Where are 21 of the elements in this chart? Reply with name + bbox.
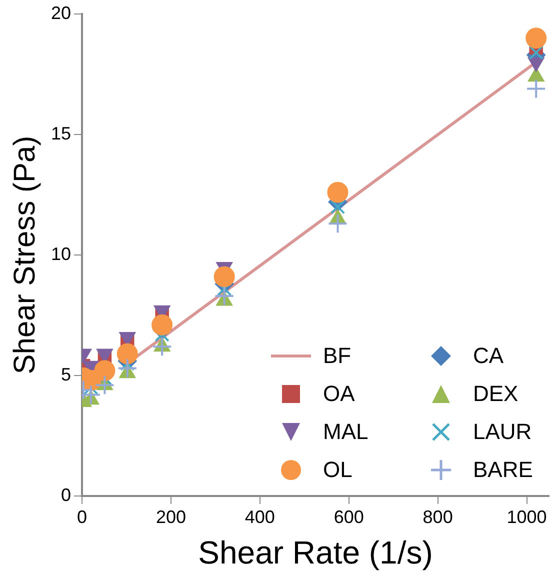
legend-label: BARE bbox=[473, 457, 533, 483]
y-tick-label: 20 bbox=[50, 2, 72, 23]
x-tick-label: 1000 bbox=[506, 506, 547, 527]
y-tick-label: 5 bbox=[61, 364, 72, 384]
x-tick-label: 800 bbox=[422, 506, 453, 527]
x-tick-label: 200 bbox=[156, 506, 186, 527]
y-tick-label: 10 bbox=[50, 244, 72, 264]
legend-label: LAUR bbox=[473, 419, 532, 445]
legend-label: OL bbox=[323, 457, 352, 483]
x-tick-label: 600 bbox=[334, 506, 364, 527]
legend-label: BF bbox=[323, 343, 352, 369]
y-tick-label: 15 bbox=[50, 123, 72, 144]
y-tick-label: 0 bbox=[61, 484, 72, 505]
x-tick-label: 400 bbox=[244, 506, 275, 527]
x-axis-title: Shear Rate (1/s) bbox=[198, 534, 433, 571]
y-axis-title: Shear Stress (Pa) bbox=[8, 136, 42, 374]
legend-label: DEX bbox=[473, 381, 518, 407]
legend-label: OA bbox=[323, 381, 355, 407]
legend-label: MAL bbox=[323, 419, 368, 445]
legend-label: CA bbox=[473, 343, 504, 369]
x-tick-label: 0 bbox=[77, 506, 88, 527]
